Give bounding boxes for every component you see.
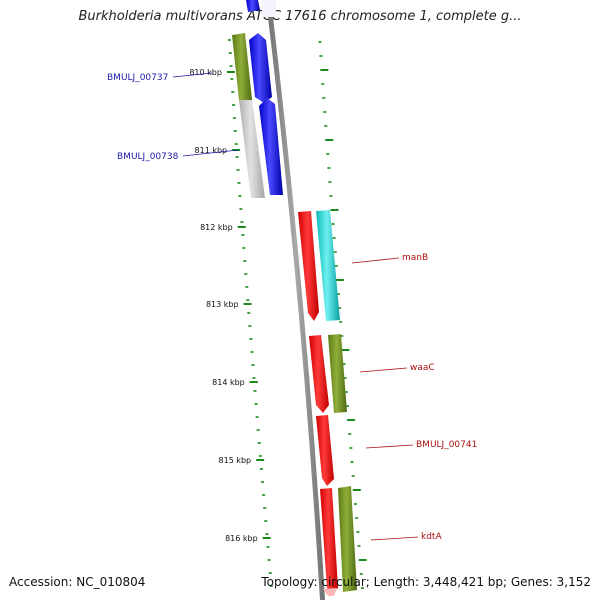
position-label: 811 kbp (195, 146, 228, 155)
feature-olive-kdtA[interactable] (338, 486, 357, 592)
label-leader-kdtA (370, 536, 419, 541)
map-title: Burkholderia multivorans ATCC 17616 chro… (78, 9, 522, 24)
gene-label-BMULJ_00741[interactable]: BMULJ_00741 (416, 440, 477, 450)
label-leader-BMULJ_00738 (182, 149, 239, 157)
position-label: 815 kbp (219, 456, 252, 465)
feature-white-top (262, 0, 276, 17)
gene-features[interactable] (232, 0, 357, 596)
gene-label-manB[interactable]: manB (402, 253, 428, 263)
gene-labels[interactable]: BMULJ_00737 BMULJ_00738 manB waaC BMULJ_… (107, 72, 477, 542)
feature-gray-1[interactable] (239, 100, 265, 198)
feature-red-BMULJ_00741[interactable] (316, 415, 334, 486)
feature-red-waaC[interactable] (309, 335, 329, 413)
gene-label-waaC[interactable]: waaC (410, 363, 435, 373)
position-ruler (226, 39, 273, 587)
position-label: 812 kbp (200, 223, 233, 232)
gene-label-kdtA[interactable]: kdtA (421, 532, 442, 542)
feature-blue-1[interactable] (249, 33, 272, 103)
label-leader-BMULJ_00737 (172, 72, 213, 78)
feature-blue-2[interactable] (259, 98, 283, 195)
feature-red-kdtA[interactable] (320, 488, 338, 593)
feature-blue-0[interactable] (246, 0, 260, 12)
position-label: 814 kbp (212, 378, 245, 387)
position-labels: 810 kbp 811 kbp 812 kbp 813 kbp 814 kbp 815 k… (189, 68, 257, 543)
position-label: 810 kbp (189, 68, 222, 77)
label-leader-BMULJ_00741 (365, 444, 414, 449)
feature-olive-1[interactable] (232, 33, 252, 100)
position-label: 816 kbp (225, 534, 258, 543)
feature-red-manB[interactable] (298, 211, 319, 321)
feature-pink-bottom (323, 588, 337, 596)
gene-label-BMULJ_00737[interactable]: BMULJ_00737 (107, 73, 168, 83)
label-leader-manB (351, 257, 400, 264)
feature-cyan-manB[interactable] (316, 210, 340, 321)
gene-label-BMULJ_00738[interactable]: BMULJ_00738 (117, 152, 179, 162)
chromosome-backbone (266, 0, 325, 600)
position-label: 813 kbp (206, 300, 239, 309)
genome-summary: Topology: circular; Length: 3,448,421 bp… (261, 575, 591, 589)
accession-label: Accession: NC_010804 (9, 575, 146, 589)
label-leader-waaC (359, 367, 408, 373)
feature-olive-waaC[interactable] (328, 334, 347, 413)
